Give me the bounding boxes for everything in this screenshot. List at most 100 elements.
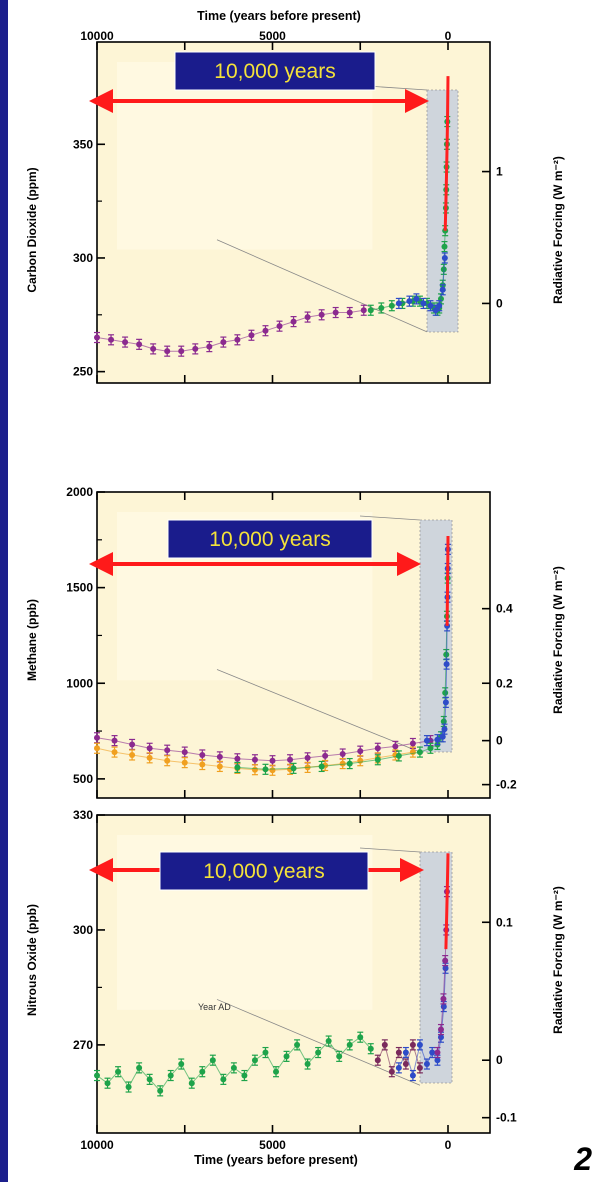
data-point — [220, 339, 227, 346]
year-ad-annotation: Year AD — [198, 1002, 231, 1012]
data-point — [94, 745, 100, 752]
data-point — [381, 1041, 388, 1048]
data-point — [251, 756, 258, 763]
data-point — [181, 759, 188, 766]
y2-tick-label: 0.1 — [496, 915, 513, 929]
methane-y2-axis-label: Radiative Forcing (W m⁻²) — [551, 566, 565, 714]
data-point — [441, 243, 448, 250]
data-point — [420, 300, 427, 307]
data-point — [290, 765, 297, 772]
data-point — [339, 760, 346, 767]
x-tick-label: 0 — [445, 29, 452, 43]
data-point — [111, 749, 118, 756]
y-tick-label: 250 — [73, 365, 93, 379]
y2-tick-label: 1 — [496, 165, 503, 179]
data-point — [122, 339, 129, 346]
data-point — [157, 1087, 164, 1094]
data-point — [416, 749, 423, 756]
data-point — [441, 726, 448, 733]
data-point — [336, 1053, 343, 1060]
data-point — [315, 1049, 322, 1056]
data-point — [374, 745, 381, 752]
y2-tick-label: 0 — [496, 296, 503, 310]
data-point — [164, 757, 171, 764]
y2-tick-label: -0.2 — [496, 778, 517, 792]
data-point — [437, 1026, 444, 1033]
data-point — [262, 1049, 269, 1056]
methane-panel: Methane (ppb) Radiative Forcing (W m⁻²) … — [25, 485, 565, 799]
data-point — [388, 302, 395, 309]
blue-series-line — [398, 968, 446, 1078]
data-point — [442, 699, 449, 706]
data-point — [234, 336, 241, 343]
data-point — [287, 756, 294, 763]
data-point — [409, 1041, 416, 1048]
data-point — [423, 1061, 430, 1068]
x-tick-label: 5000 — [259, 1138, 286, 1152]
data-point — [360, 307, 367, 314]
data-point — [339, 751, 346, 758]
data-point — [167, 1072, 174, 1079]
y-tick-label: 270 — [73, 1038, 93, 1052]
data-point — [395, 1049, 402, 1056]
n2o-y-axis-label: Nitrous Oxide (ppb) — [25, 904, 39, 1016]
y-tick-label: 300 — [73, 251, 93, 265]
data-point — [199, 751, 206, 758]
span-banner-text: 10,000 years — [214, 60, 335, 83]
shaded-region — [426, 89, 459, 333]
data-point — [290, 318, 297, 325]
data-point — [434, 1057, 441, 1064]
y-tick-label: 1500 — [66, 581, 93, 595]
data-point — [432, 307, 439, 314]
methane-y-axis-label: Methane (ppb) — [25, 599, 39, 681]
slide-number: 2 — [574, 1141, 592, 1177]
data-point — [125, 1084, 132, 1091]
data-point — [429, 1049, 436, 1056]
x-tick-label: 5000 — [259, 29, 286, 43]
data-point — [434, 1049, 441, 1056]
span-banner-text: 10,000 years — [209, 528, 330, 551]
data-point — [427, 302, 434, 309]
data-point — [104, 1080, 111, 1087]
data-point — [209, 1057, 216, 1064]
data-point — [108, 336, 115, 343]
data-point — [164, 348, 171, 355]
y-tick-label: 1000 — [66, 676, 93, 690]
data-point — [346, 760, 353, 767]
y-tick-label: 300 — [73, 923, 93, 937]
data-point — [129, 751, 136, 758]
data-point — [276, 323, 283, 330]
data-point — [318, 763, 325, 770]
data-point — [294, 1041, 301, 1048]
data-point — [94, 1072, 100, 1079]
data-point — [392, 743, 399, 750]
guide-line — [216, 239, 428, 333]
y2-tick-label: 0 — [496, 734, 503, 748]
data-point — [395, 752, 402, 759]
data-point — [378, 304, 385, 311]
data-point — [230, 1064, 237, 1071]
data-point — [416, 1064, 423, 1071]
y-tick-label: 330 — [73, 808, 93, 822]
data-point — [427, 745, 434, 752]
data-point — [439, 733, 446, 740]
data-point — [234, 764, 241, 771]
data-point — [269, 767, 276, 774]
data-point — [136, 341, 143, 348]
data-point — [146, 1076, 153, 1083]
y-tick-label: 350 — [73, 137, 93, 151]
data-point — [304, 754, 311, 761]
data-point — [199, 761, 206, 768]
nitrous-oxide-panel: Nitrous Oxide (ppb) Radiative Forcing (W… — [25, 808, 565, 1167]
data-point — [416, 1041, 423, 1048]
co2-panel: Time (years before present) Carbon Dioxi… — [25, 9, 565, 384]
top-x-axis-title: Time (years before present) — [197, 9, 361, 23]
data-point — [357, 748, 364, 755]
data-point — [283, 1053, 290, 1060]
data-point — [262, 327, 269, 334]
data-point — [94, 334, 100, 341]
data-point — [188, 1080, 195, 1087]
y2-tick-label: 0 — [496, 1053, 503, 1067]
red-series-line — [444, 853, 450, 950]
